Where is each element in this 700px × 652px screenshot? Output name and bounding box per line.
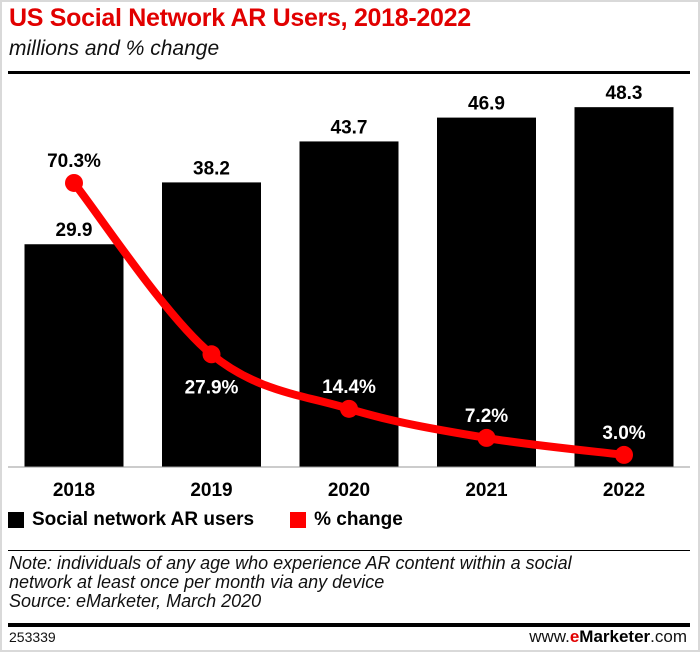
legend-swatch-line (290, 512, 307, 528)
bar-label-2020: 43.7 (331, 117, 368, 138)
title-divider (8, 71, 690, 74)
x-tick-2019: 2019 (190, 480, 232, 500)
bottom-divider (8, 623, 690, 627)
pct-label-2022: 3.0% (602, 423, 645, 444)
bar-label-2018: 29.9 (56, 220, 93, 241)
chart-plot: 29.9 2018 38.2 2019 43.7 2020 46.9 2021 48.3 2022… (8, 83, 690, 500)
chart-title: US Social Network AR Users, 2018-2022 (9, 4, 471, 32)
x-tick-2021: 2021 (465, 480, 508, 500)
bar-2022 (574, 107, 674, 467)
footnote: Note: individuals of any age who experie… (9, 554, 609, 611)
x-tick-2018: 2018 (53, 480, 95, 500)
pct-label-2018: 70.3% (47, 151, 101, 172)
legend-swatch-bars (8, 512, 24, 528)
chart-subtitle: millions and % change (9, 37, 220, 60)
pct-point-2020 (340, 399, 358, 418)
pct-label-2021: 7.2% (465, 406, 508, 427)
footer-divider (8, 550, 690, 551)
pct-label-2019: 27.9% (185, 377, 239, 398)
x-tick-2020: 2020 (328, 480, 370, 500)
pct-point-2018 (65, 173, 83, 192)
bar-label-2019: 38.2 (193, 158, 230, 179)
legend-label-bars: Social network AR users (32, 509, 255, 530)
pct-point-2022 (615, 445, 633, 464)
legend-label-line: % change (314, 509, 403, 530)
pct-point-2021 (477, 428, 496, 447)
legend: Social network AR users % change (8, 509, 403, 531)
pct-label-2020: 14.4% (322, 377, 376, 398)
bar-2021 (437, 117, 536, 467)
emarketer-logo: www.eMarketer.com (529, 627, 687, 646)
note-text: Note: individuals of any age who experie… (9, 553, 572, 592)
pct-change-line (70, 178, 628, 459)
bar-2018 (24, 244, 124, 467)
pct-point-2019 (202, 345, 221, 364)
x-tick-2022: 2022 (603, 480, 645, 500)
source-text: Source: eMarketer, March 2020 (9, 591, 262, 611)
chart-id: 253339 (9, 629, 56, 645)
bar-label-2021: 46.9 (468, 94, 505, 115)
bar-label-2022: 48.3 (606, 83, 643, 104)
